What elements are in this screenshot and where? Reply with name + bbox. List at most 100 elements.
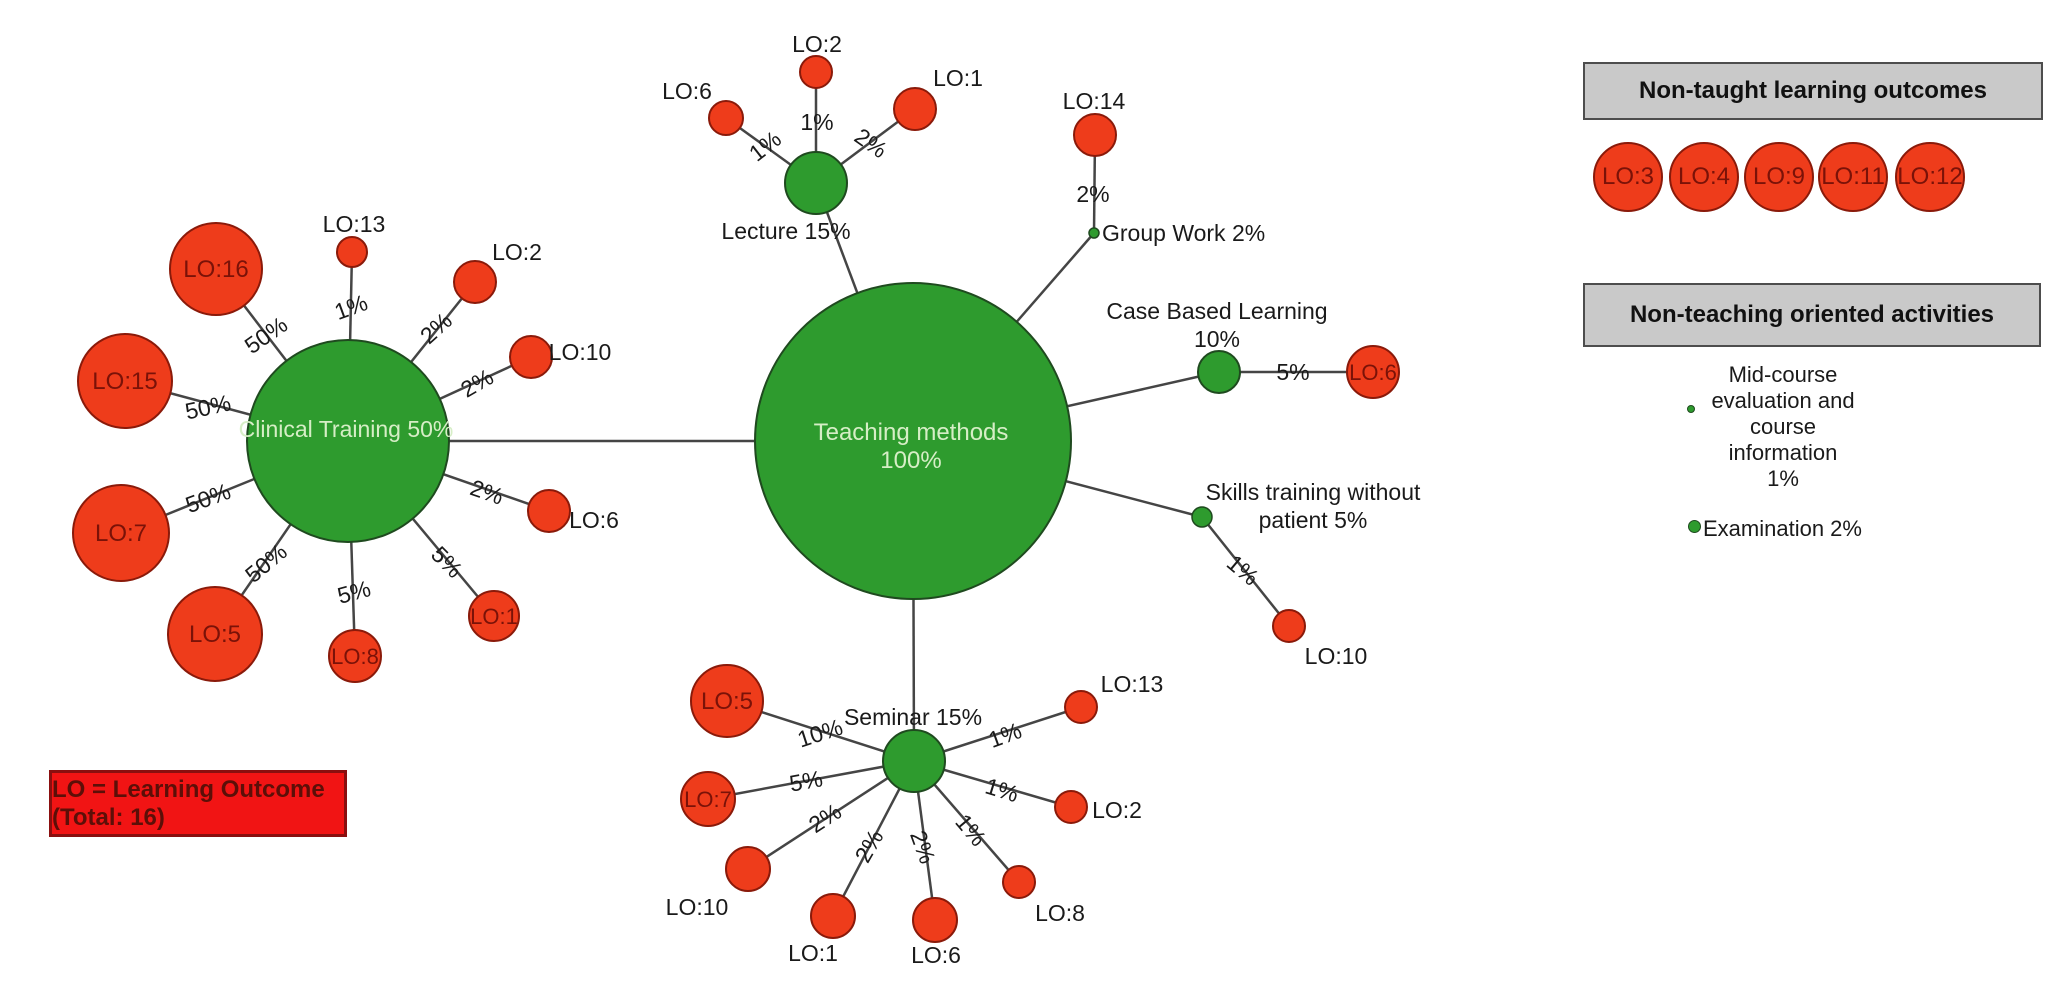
node-lo6c-ext-label-0: LO:6 xyxy=(569,507,619,533)
edge-pct-seminar-lo10s: 2% xyxy=(804,798,846,838)
node-lo5s-circle xyxy=(690,664,764,738)
node-lo2s-circle xyxy=(1054,790,1088,824)
mid-course-dot xyxy=(1687,405,1695,413)
node-lo1c-label: LO:1 xyxy=(470,604,518,629)
edge-pct-seminar-lo7s: 5% xyxy=(787,765,824,796)
node-lo2c-circle xyxy=(453,260,497,304)
node-lo1s-ext-label-0: LO:1 xyxy=(788,940,838,966)
node-lo6cbl-circle xyxy=(1346,345,1400,399)
legend-circle-lo-12: LO:12 xyxy=(1895,142,1965,212)
edge-pct-clinical-lo10c: 2% xyxy=(456,363,498,402)
node-lo7c-circle xyxy=(72,484,170,582)
edge-seminar-lo7s xyxy=(707,759,915,801)
node-seminar-ext-label-0: Seminar 15% xyxy=(844,704,982,730)
node-seminar-circle xyxy=(882,729,946,793)
legend-non-taught-title: Non-taught learning outcomes xyxy=(1639,77,1987,104)
node-teaching-label-0: Teaching methods xyxy=(814,419,1009,446)
node-lo2l-circle xyxy=(799,55,833,89)
edge-pct-seminar-lo13s: 1% xyxy=(985,717,1025,753)
node-lo15-label: LO:15 xyxy=(92,368,157,395)
node-lo5c-circle xyxy=(167,586,263,682)
node-lo5s-label: LO:5 xyxy=(701,688,753,715)
legend-non-taught-title-box: Non-taught learning outcomes xyxy=(1583,62,2043,120)
node-lo6cbl-label: LO:6 xyxy=(1349,360,1397,385)
edge-pct-clinical-lo5c: 50% xyxy=(240,538,292,588)
node-lecture-circle xyxy=(784,151,848,215)
node-lo2l-ext-label-0: LO:2 xyxy=(792,31,842,57)
edge-pct-seminar-lo6s: 2% xyxy=(905,827,941,867)
edge-pct-seminar-lo2s: 1% xyxy=(982,773,1021,808)
edge-pct-seminar-lo1s: 2% xyxy=(849,825,888,867)
examination-label: Examination 2% xyxy=(1703,516,1862,541)
node-lo8c-label: LO:8 xyxy=(331,644,379,669)
node-lo10s-ext-label-0: LO:10 xyxy=(666,894,729,920)
node-lo16-circle xyxy=(169,222,263,316)
legend-circle-label: LO:3 xyxy=(1601,163,1655,190)
node-lo13c-ext-label-0: LO:13 xyxy=(323,211,386,237)
node-lo14-ext-label-0: LO:14 xyxy=(1063,88,1126,114)
edge-seminar-lo10s xyxy=(747,759,915,871)
node-lo6s-ext-label-0: LO:6 xyxy=(911,942,961,968)
node-lo2c-ext-label-0: LO:2 xyxy=(492,239,542,265)
examination-dot xyxy=(1688,520,1701,533)
node-skills-circle xyxy=(1191,506,1213,528)
legend-non-teaching-title-box: Non-teaching oriented activities xyxy=(1583,283,2041,347)
edge-pct-cbl-lo6cbl: 5% xyxy=(1276,359,1309,385)
node-lo8s-ext-label-0: LO:8 xyxy=(1035,900,1085,926)
edge-skills-lo10sk xyxy=(1201,516,1290,627)
edge-pct-clinical-lo8c: 5% xyxy=(335,575,374,609)
node-lo10c-ext-label-0: LO:10 xyxy=(549,339,612,365)
legend-circle-lo-9: LO:9 xyxy=(1744,142,1814,212)
node-teaching-label-1: 100% xyxy=(880,447,941,474)
edge-pct-clinical-lo13c: 1% xyxy=(331,289,371,325)
node-lo7c-label: LO:7 xyxy=(95,520,147,547)
node-gw-ext-label-0: Group Work 2% xyxy=(1102,220,1265,246)
node-gw-circle xyxy=(1088,227,1100,239)
node-lo10sk-circle xyxy=(1272,609,1306,643)
node-cbl-ext-label-0: Case Based Learning xyxy=(1106,298,1327,324)
node-clinical-label-0: Clinical Training 50% xyxy=(239,416,454,442)
node-cbl-circle xyxy=(1197,350,1241,394)
node-lo6s-circle xyxy=(912,897,958,943)
node-lo10sk-ext-label-0: LO:10 xyxy=(1305,643,1368,669)
node-lo13s-circle xyxy=(1064,690,1098,724)
mid-course-label: Mid-course evaluation and course informa… xyxy=(1711,362,1855,491)
edge-pct-lecture-lo2l: 1% xyxy=(800,109,833,135)
node-lo1l-ext-label-0: LO:1 xyxy=(933,65,983,91)
node-lo15-circle xyxy=(77,333,173,429)
nodes-layer xyxy=(72,55,1400,943)
legend-circle-lo-3: LO:3 xyxy=(1593,142,1663,212)
lo-definition-note-text: LO = Learning Outcome (Total: 16) xyxy=(52,775,325,831)
node-lo10s-circle xyxy=(725,846,771,892)
node-lecture-ext-label-0: Lecture 15% xyxy=(721,218,850,244)
node-lo8s-circle xyxy=(1002,865,1036,899)
node-lo6l-ext-label-0: LO:6 xyxy=(662,78,712,104)
node-lo1c-circle xyxy=(468,590,520,642)
edge-pct-gw-lo14: 2% xyxy=(1076,181,1109,207)
node-lo7s-label: LO:7 xyxy=(684,787,732,812)
node-cbl-ext-label-1: 10% xyxy=(1194,326,1240,352)
node-lo5c-label: LO:5 xyxy=(189,621,241,648)
edge-pct-seminar-lo5s: 10% xyxy=(794,714,846,753)
node-lo14-circle xyxy=(1073,113,1117,157)
edge-pct-clinical-lo6c: 2% xyxy=(467,474,507,509)
lo-definition-note-box: LO = Learning Outcome (Total: 16) xyxy=(49,770,347,837)
node-lo1s-circle xyxy=(810,893,856,939)
edge-pct-clinical-lo7c: 50% xyxy=(182,478,234,518)
node-lo13c-circle xyxy=(336,236,368,268)
legend-circle-label: LO:12 xyxy=(1897,163,1963,190)
legend-circle-label: LO:4 xyxy=(1677,163,1731,190)
node-lo2s-ext-label-0: LO:2 xyxy=(1092,797,1142,823)
node-teaching-circle xyxy=(754,282,1072,600)
legend-non-teaching-title: Non-teaching oriented activities xyxy=(1629,301,1995,328)
edge-pct-lecture-lo6l: 1% xyxy=(744,126,786,167)
edge-pct-clinical-lo15: 50% xyxy=(183,389,233,424)
legend-circle-lo-11: LO:11 xyxy=(1818,142,1888,212)
legend-circle-lo-4: LO:4 xyxy=(1669,142,1739,212)
node-lo1l-circle xyxy=(893,87,937,131)
node-skills-ext-label-0: Skills training without xyxy=(1206,479,1421,505)
node-lo16-label: LO:16 xyxy=(183,256,248,283)
